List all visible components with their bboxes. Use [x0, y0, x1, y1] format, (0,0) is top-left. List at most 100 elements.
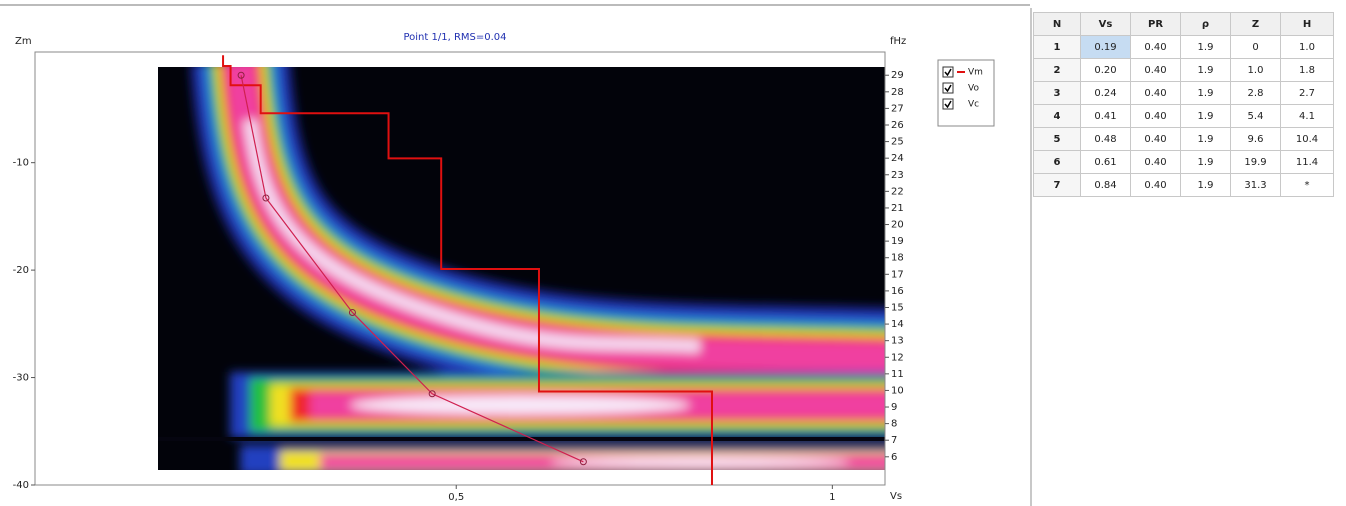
table-cell[interactable]: 0.40 [1130, 173, 1181, 197]
table-cell[interactable]: 0.40 [1130, 104, 1181, 128]
y2-tick-label: 7 [891, 435, 897, 446]
table-cell[interactable]: 1.9 [1180, 150, 1231, 174]
table-cell[interactable]: 2.8 [1230, 81, 1281, 105]
plot-title: Point 1/1, RMS=0.04 [403, 32, 506, 43]
table-cell[interactable]: 6 [1033, 150, 1081, 174]
legend-item: Vm [942, 66, 983, 78]
y2-tick-label: 16 [891, 286, 904, 297]
table-cell[interactable]: 0.48 [1080, 127, 1131, 151]
y2-tick-label: 26 [891, 120, 904, 131]
pick-marker [428, 390, 436, 398]
table-cell[interactable]: 9.6 [1230, 127, 1281, 151]
legend-label: Vm [968, 68, 983, 78]
table-cell[interactable]: 0.84 [1080, 173, 1131, 197]
table-cell[interactable]: 0.24 [1080, 81, 1131, 105]
column-header: Z [1230, 12, 1281, 36]
table-row: 7 0.84 0.40 1.9 31.3 * [1033, 173, 1334, 197]
y2-tick-label: 15 [891, 302, 904, 313]
column-header: ρ [1180, 12, 1231, 36]
table-cell[interactable]: 19.9 [1230, 150, 1281, 174]
y2-tick-label: 13 [891, 336, 904, 347]
table-cell[interactable]: 1.9 [1180, 35, 1231, 59]
legend-checkbox [942, 66, 954, 78]
table-cell[interactable]: 1.9 [1180, 81, 1231, 105]
y2-tick-label: 10 [891, 385, 904, 396]
legend-check [944, 84, 952, 93]
table-cell[interactable]: 4.1 [1280, 104, 1334, 128]
plot-frame [34, 51, 886, 486]
y2-tick-label: 27 [891, 103, 904, 114]
pick-marker [348, 308, 356, 316]
panel-divider [1030, 8, 1032, 506]
y2-tick-label: 28 [891, 87, 904, 98]
legend-label: Vc [968, 100, 979, 110]
table-cell[interactable]: 0.41 [1080, 104, 1131, 128]
table-cell[interactable]: 1.8 [1280, 58, 1334, 82]
y2-tick-label: 24 [891, 153, 904, 164]
y2-tick-label: 11 [891, 369, 904, 380]
dispersion-image [158, 67, 885, 470]
table-cell[interactable]: 1.9 [1180, 104, 1231, 128]
table-cell[interactable]: 0.61 [1080, 150, 1131, 174]
table-row: 4 0.41 0.40 1.9 5.4 4.1 [1033, 104, 1334, 128]
table-header: N Vs PR ρ Z H [1033, 12, 1334, 36]
table-cell[interactable]: 31.3 [1230, 173, 1281, 197]
table-cell[interactable]: 0.40 [1130, 35, 1181, 59]
y-tick-label: -30 [13, 373, 29, 384]
y2-tick-label: 14 [891, 319, 904, 330]
legend-check [944, 68, 952, 77]
y2-axis-label: fHz [890, 36, 906, 47]
legend-check [944, 100, 952, 109]
table-cell[interactable]: 2.7 [1280, 81, 1334, 105]
y2-tick-label: 23 [891, 170, 904, 181]
table-cell[interactable]: 4 [1033, 104, 1081, 128]
series-line [222, 55, 713, 485]
table-cell[interactable]: 0.40 [1130, 58, 1181, 82]
pick-marker [262, 194, 270, 202]
y2-tick-label: 21 [891, 203, 904, 214]
table-cell[interactable]: 0.40 [1130, 150, 1181, 174]
table-row: 5 0.48 0.40 1.9 9.6 10.4 [1033, 127, 1334, 151]
table-cell[interactable]: 1.9 [1180, 173, 1231, 197]
column-header: Vs [1080, 12, 1131, 36]
table-cell[interactable]: 1 [1033, 35, 1081, 59]
table-cell[interactable]: 1.9 [1180, 127, 1231, 151]
table-cell[interactable]: 5 [1033, 127, 1081, 151]
x-tick-label: 0,5 [448, 492, 464, 503]
pick-marker [579, 458, 587, 466]
table-row: 2 0.20 0.40 1.9 1.0 1.8 [1033, 58, 1334, 82]
legend-label: Vo [968, 84, 979, 94]
table-cell[interactable]: 1.0 [1280, 35, 1334, 59]
x-axis-label: Vs [890, 491, 902, 502]
table-cell[interactable]: 7 [1033, 173, 1081, 197]
legend-checkbox [942, 82, 954, 94]
table-cell[interactable]: 0.40 [1130, 127, 1181, 151]
table-body: 1 0.19 0.40 1.9 0 1.0 2 0.20 0.40 1.9 1.0 1.8 3 0.24 0… [1033, 35, 1334, 197]
table-cell[interactable]: 10.4 [1280, 127, 1334, 151]
table-cell[interactable]: 2 [1033, 58, 1081, 82]
y2-tick-label: 29 [891, 70, 904, 81]
table-cell[interactable]: 1.9 [1180, 58, 1231, 82]
plot-panel: Point 1/1, RMS=0.04 Zm fHz Vs -10 -20 -30 -… [0, 4, 1030, 503]
y-tick-label: -40 [13, 480, 29, 491]
y2-tick-label: 9 [891, 402, 897, 413]
legend-checkbox [942, 98, 954, 110]
table-cell[interactable]: 0.40 [1130, 81, 1181, 105]
table-row: 6 0.61 0.40 1.9 19.9 11.4 [1033, 150, 1334, 174]
table-cell[interactable]: 5.4 [1230, 104, 1281, 128]
table-cell[interactable]: 0.19 [1080, 35, 1131, 59]
table-cell[interactable]: 0 [1230, 35, 1281, 59]
x-tick-label: 1 [829, 492, 835, 503]
layer-table: N Vs PR ρ Z H 1 0.19 0.40 1.9 0 1.0 2 0.20 0.40 1.9 1.0… [1033, 12, 1334, 197]
table-row: 1 0.19 0.40 1.9 0 1.0 [1033, 35, 1334, 59]
table-cell[interactable]: * [1280, 173, 1334, 197]
table-cell[interactable]: 11.4 [1280, 150, 1334, 174]
y2-tick-label: 20 [891, 220, 904, 231]
y2-tick-label: 8 [891, 419, 897, 430]
y-tick-label: -20 [13, 265, 29, 276]
table-cell[interactable]: 3 [1033, 81, 1081, 105]
legend-item: Vo [942, 82, 979, 94]
table-cell[interactable]: 1.0 [1230, 58, 1281, 82]
table-cell[interactable]: 0.20 [1080, 58, 1131, 82]
